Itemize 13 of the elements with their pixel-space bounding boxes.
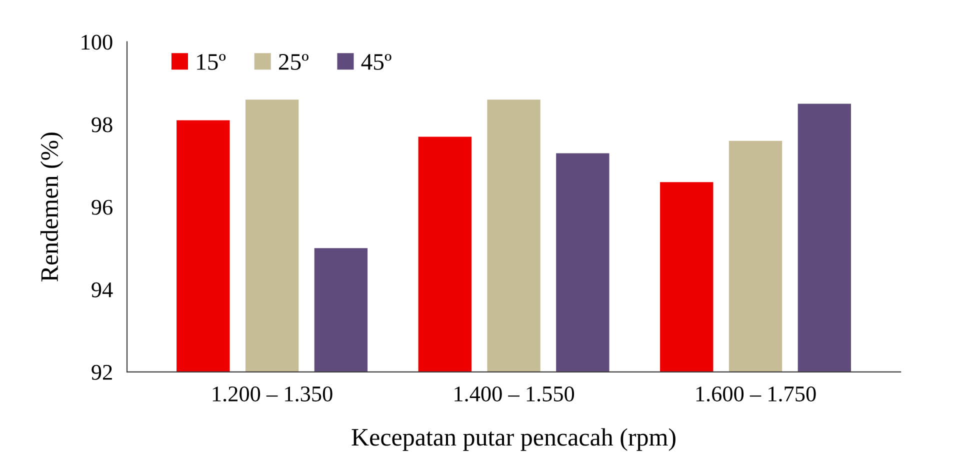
legend-label: 45º	[361, 54, 392, 70]
x-tick-label: 1.200 – 1.350	[212, 386, 332, 402]
y-tick-label: 98	[92, 117, 112, 132]
x-axis-title: Kecepatan putar pencacah (rpm)	[352, 428, 676, 451]
y-tick-label: 100	[82, 34, 112, 50]
x-tick-label: 1.400 – 1.550	[454, 386, 574, 402]
y-tick-label: 96	[92, 200, 112, 215]
y-tick-label: 94	[92, 282, 113, 298]
y-axis-title: Rendemen (%)	[40, 132, 64, 282]
legend-label: 25º	[278, 54, 308, 70]
y-tick-label: 92	[92, 364, 112, 380]
x-tick-label: 1.600 – 1.750	[696, 386, 816, 402]
legend-label: 15º	[197, 54, 226, 70]
